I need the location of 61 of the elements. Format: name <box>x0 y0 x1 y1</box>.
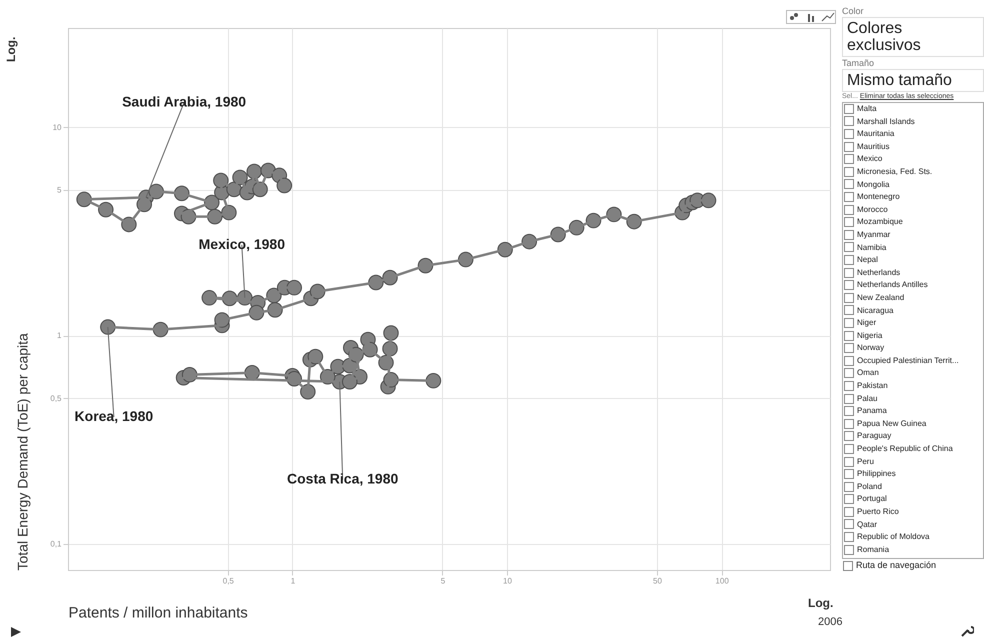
text: Pakistan <box>857 381 888 390</box>
x-axis-title: Patents / millon inhabitants <box>68 604 248 622</box>
y-tick-label: 1 <box>57 331 62 340</box>
text: Panama <box>857 406 887 416</box>
text: Mexico <box>857 154 882 164</box>
text: Palau <box>857 394 878 403</box>
text: Oman <box>857 368 879 378</box>
text: Mauritius <box>857 142 890 151</box>
text: Log. <box>4 36 18 62</box>
y-tick-label: 5 <box>57 186 62 195</box>
text: Nicaragua <box>857 306 894 314</box>
text: Tamaño <box>842 58 876 68</box>
text: Mauritania <box>857 129 894 138</box>
text: Mongolia <box>857 180 890 189</box>
text: Mozambique <box>857 217 903 226</box>
x-tick-label: 5 <box>440 576 446 586</box>
text: Mismo tamaño <box>842 69 984 92</box>
text: Occupied Palestinian Territ... <box>857 356 959 365</box>
annotation: Korea, 1980 <box>74 408 154 424</box>
text: Namibia <box>857 242 886 252</box>
text: Netherlands Antilles <box>857 280 928 290</box>
text: Netherlands <box>857 268 900 277</box>
text: Romania <box>857 544 890 554</box>
text: Poland <box>857 482 882 491</box>
text: Color <box>842 6 865 16</box>
x-tick-label: 1 <box>290 576 296 586</box>
text: Qatar <box>857 520 878 529</box>
text: Niger <box>857 318 876 328</box>
text: Log. <box>808 596 834 610</box>
text: Puerto Rico <box>857 507 899 516</box>
annotation: Costa Rica, 1980 <box>286 470 398 487</box>
text: Colores exclusivos <box>842 17 984 57</box>
text: Morocco <box>857 204 888 214</box>
x-tick-label: 100 <box>715 576 730 586</box>
y-tick-label: 0,5 <box>50 394 62 403</box>
text: Portugal <box>857 494 887 504</box>
annotation: Saudi Arabia, 1980 <box>122 93 246 110</box>
text: Myanmar <box>857 230 890 239</box>
y-axis-title: Total Energy Demand (ToE) per capita <box>14 332 30 570</box>
text: Marshall Islands <box>857 116 915 126</box>
x-tick-label: 0,5 <box>222 576 234 586</box>
text: Paraguay <box>857 431 892 440</box>
text: People's Republic of China <box>857 444 953 454</box>
text: Micronesia, Fed. Sts. <box>857 166 932 176</box>
text: Papua New Guinea <box>857 418 926 428</box>
text: Nepal <box>857 255 878 264</box>
text: Republic of Moldova <box>857 532 930 542</box>
text: Ruta de navegación <box>856 560 936 570</box>
text: Peru <box>857 456 874 466</box>
y-tick-label: 0,1 <box>50 539 62 548</box>
text: Malta <box>857 104 877 113</box>
text: 2006 <box>818 616 842 628</box>
x-tick-label: 50 <box>653 576 662 586</box>
annotation: Mexico, 1980 <box>198 236 286 252</box>
text: Montenegro <box>857 192 900 202</box>
y-tick-label: 10 <box>52 122 62 132</box>
text: Nigeria <box>857 330 882 340</box>
x-tick-label: 10 <box>503 576 512 586</box>
text: New Zealand <box>857 292 904 302</box>
text: Norway <box>857 343 884 352</box>
text: Philippines <box>857 469 896 478</box>
